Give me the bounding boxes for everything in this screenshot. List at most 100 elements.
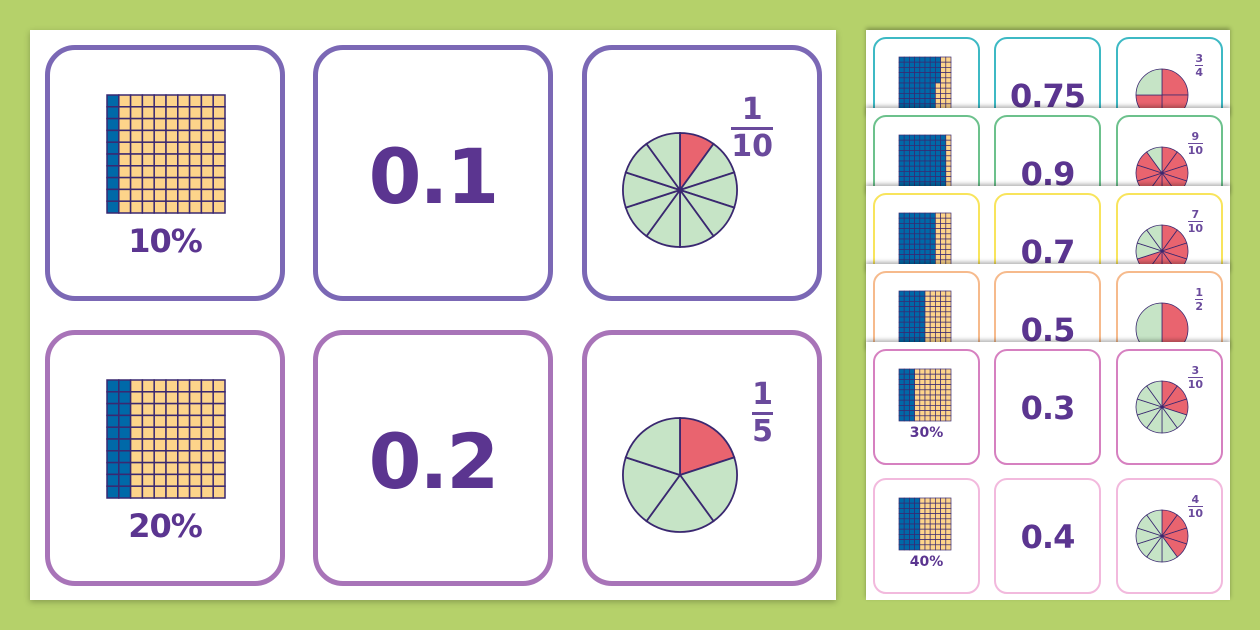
percentage-card[interactable]: 30% (873, 349, 980, 465)
grid-cell (935, 212, 941, 219)
grid-cell-shaded (929, 77, 936, 84)
grid-cell-shaded (106, 200, 120, 214)
grid-cell-shaded (903, 306, 910, 313)
fraction-card[interactable]: 4 10 (1116, 478, 1223, 594)
grid-cell-shaded (940, 176, 947, 183)
decimal-label: 0.4 (1020, 518, 1076, 556)
grid-cell-shaded (914, 176, 921, 183)
grid-cell-shaded (898, 254, 905, 261)
grid-cell (914, 379, 921, 385)
grid-cell (945, 497, 952, 504)
decimal-card[interactable]: 0.1 (313, 45, 553, 301)
grid-cell (945, 67, 952, 73)
grid-cell (165, 438, 179, 452)
grid-cell (212, 402, 226, 417)
grid-cell-shaded (919, 160, 926, 167)
grid-cell (929, 301, 936, 307)
percentage-card[interactable]: 10% (45, 45, 285, 301)
percentage-card[interactable] (873, 271, 980, 352)
percentage-card[interactable] (873, 115, 980, 196)
grid-cell (935, 321, 941, 328)
fraction-card[interactable]: 1 10 (582, 45, 822, 301)
grid-cell (929, 394, 936, 401)
grid-cell (165, 106, 179, 120)
grid-cell (940, 228, 947, 235)
grid-cell-shaded (940, 160, 947, 167)
grid-cell (141, 426, 155, 440)
grid-cell-shaded (914, 212, 921, 219)
decimal-card[interactable]: 0.3 (994, 349, 1101, 465)
grid-cell-shaded (924, 160, 931, 167)
grid-cell-shaded (903, 139, 910, 146)
fraction-card[interactable]: 7 10 (1116, 193, 1223, 274)
decimal-card[interactable]: 0.9 (994, 115, 1101, 196)
grid-cell (945, 93, 952, 99)
grid-cell (940, 410, 947, 417)
card-sheet-front: 30% 0.3 3 10 40% 0.4 4 10 (866, 342, 1230, 600)
decimal-card[interactable]: 0.75 (994, 37, 1101, 118)
grid-cell (165, 153, 179, 167)
grid-cell (188, 176, 203, 191)
grid-cell-shaded (909, 165, 915, 172)
grid-cell (940, 243, 947, 250)
fraction-card[interactable]: 9 10 (1116, 115, 1223, 196)
percentage-card[interactable]: 20% (45, 330, 285, 586)
fraction-numerator: 9 (1191, 130, 1200, 143)
grid-cell-shaded (914, 497, 921, 504)
grid-cell (177, 402, 191, 417)
grid-cell-shaded (903, 98, 910, 105)
grid-cell (129, 391, 144, 405)
grid-cell-shaded (903, 67, 910, 73)
grid-cell-shaded (903, 72, 910, 79)
grid-cell-shaded (919, 77, 926, 84)
grid-cell-shaded (898, 217, 905, 224)
grid-cell-shaded (935, 165, 941, 172)
hundred-square-grid (898, 290, 952, 344)
fraction-card[interactable]: 3 10 (1116, 349, 1223, 465)
percentage-card[interactable] (873, 37, 980, 118)
grid-cell (945, 373, 952, 380)
grid-cell (924, 389, 931, 396)
grid-cell-shaded (898, 394, 905, 401)
grid-cell-shaded (903, 223, 910, 229)
grid-cell-shaded (903, 77, 910, 84)
grid-cell-shaded (903, 145, 910, 151)
grid-cell (200, 485, 214, 499)
card-sheet-strip: 0.9 9 10 (866, 108, 1230, 196)
grid-cell (200, 94, 214, 108)
grid-cell (940, 528, 947, 535)
grid-cell (919, 379, 926, 385)
grid-cell (935, 243, 941, 250)
main-card-sheet: 10% 0.1 1 10 20% 0.2 1 5 (30, 30, 836, 600)
percentage-card[interactable]: 40% (873, 478, 980, 594)
grid-cell-shaded (929, 56, 936, 63)
grid-cell-shaded (898, 290, 905, 297)
hundred-square-grid (898, 497, 952, 551)
percentage-card[interactable] (873, 193, 980, 274)
grid-cell-shaded (935, 134, 941, 141)
grid-cell (924, 295, 931, 302)
percentage-label: 40% (909, 554, 944, 570)
decimal-card[interactable]: 0.2 (313, 330, 553, 586)
grid-cell (212, 200, 226, 214)
grid-cell (940, 301, 947, 307)
grid-cell (141, 391, 155, 405)
grid-cell (188, 188, 203, 202)
grid-cell (141, 141, 155, 155)
grid-cell (212, 129, 226, 143)
decimal-card[interactable]: 0.5 (994, 271, 1101, 352)
grid-cell-shaded (924, 61, 931, 68)
grid-cell-shaded (929, 176, 936, 183)
grid-cell-shaded (903, 415, 910, 422)
decimal-card[interactable]: 0.7 (994, 193, 1101, 274)
decimal-card[interactable]: 0.4 (994, 478, 1101, 594)
grid-cell (945, 150, 952, 157)
grid-cell (165, 450, 179, 464)
grid-cell (141, 106, 155, 120)
grid-cell-shaded (924, 212, 931, 219)
grid-cell-shaded (903, 150, 910, 157)
